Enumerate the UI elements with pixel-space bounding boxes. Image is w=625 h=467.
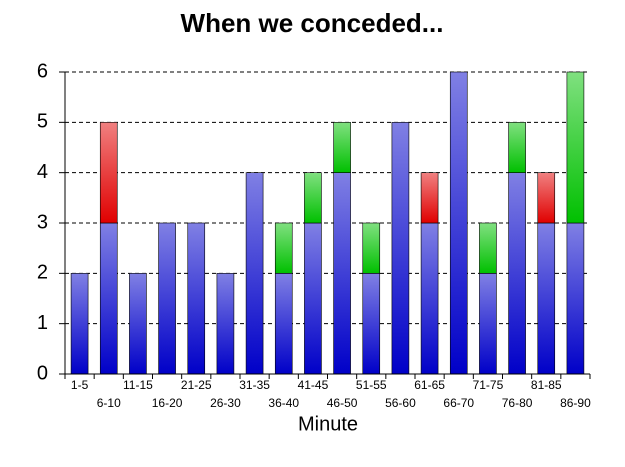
- bar-segment: [479, 273, 497, 375]
- x-tick-label: 11-15: [123, 378, 153, 392]
- x-tick-label: 56-60: [385, 396, 416, 410]
- y-tick-label: 2: [37, 262, 48, 284]
- bar-segment: [362, 222, 381, 274]
- x-tick-label: 66-70: [443, 396, 474, 410]
- bar-segment: [449, 71, 468, 375]
- bar-segment: [304, 172, 322, 224]
- bar-segment: [508, 122, 526, 173]
- bar-segment: [333, 172, 351, 375]
- bar-segment: [158, 222, 176, 375]
- x-tick-label: 76-80: [502, 396, 533, 410]
- x-tick-label: 86-90: [560, 396, 591, 410]
- bar-segment: [508, 172, 526, 375]
- x-tick-label: 81-85: [531, 378, 562, 392]
- bar-segment: [245, 172, 264, 375]
- bar-segment: [566, 71, 585, 224]
- bar-segment: [216, 273, 235, 375]
- y-tick-label: 3: [37, 211, 48, 233]
- bar-segment: [129, 273, 147, 375]
- x-tick-label: 21-25: [181, 378, 212, 392]
- x-tick-label: 31-35: [239, 378, 270, 392]
- x-tick-label: 16-20: [152, 396, 183, 410]
- x-tick-label: 51-55: [356, 378, 387, 392]
- y-tick-label: 5: [37, 111, 48, 133]
- y-tick-label: 0: [37, 362, 48, 384]
- bar-segment: [362, 273, 381, 375]
- bar-segment: [537, 222, 556, 375]
- y-tick-label: 1: [37, 312, 48, 334]
- chart-title: When we conceded...: [181, 8, 444, 38]
- bar-segment: [420, 222, 439, 375]
- x-tick-label: 41-45: [298, 378, 329, 392]
- bar-segment: [566, 222, 585, 375]
- x-tick-label: 71-75: [473, 378, 504, 392]
- x-tick-label: 6-10: [97, 396, 121, 410]
- y-tick-label: 6: [37, 60, 48, 82]
- bar-segment: [537, 172, 556, 224]
- bar-segment: [304, 222, 322, 375]
- x-axis-title: Minute: [298, 413, 358, 435]
- x-tick-label: 61-65: [414, 378, 445, 392]
- x-tick-label: 26-30: [210, 396, 241, 410]
- bar-segment: [391, 122, 410, 375]
- bar-segment: [274, 222, 293, 274]
- bar-segment: [70, 273, 89, 375]
- bar-segment: [187, 222, 206, 375]
- bar-segment: [420, 172, 439, 224]
- bar-segment: [99, 122, 118, 224]
- x-tick-label: 1-5: [71, 378, 89, 392]
- x-tick-label: 36-40: [268, 396, 299, 410]
- bar-segment: [479, 222, 497, 274]
- x-tick-label: 46-50: [327, 396, 358, 410]
- y-tick-label: 4: [37, 161, 48, 183]
- bar-segment: [333, 122, 351, 173]
- bar-segment: [274, 273, 293, 375]
- bar-segment: [99, 222, 118, 375]
